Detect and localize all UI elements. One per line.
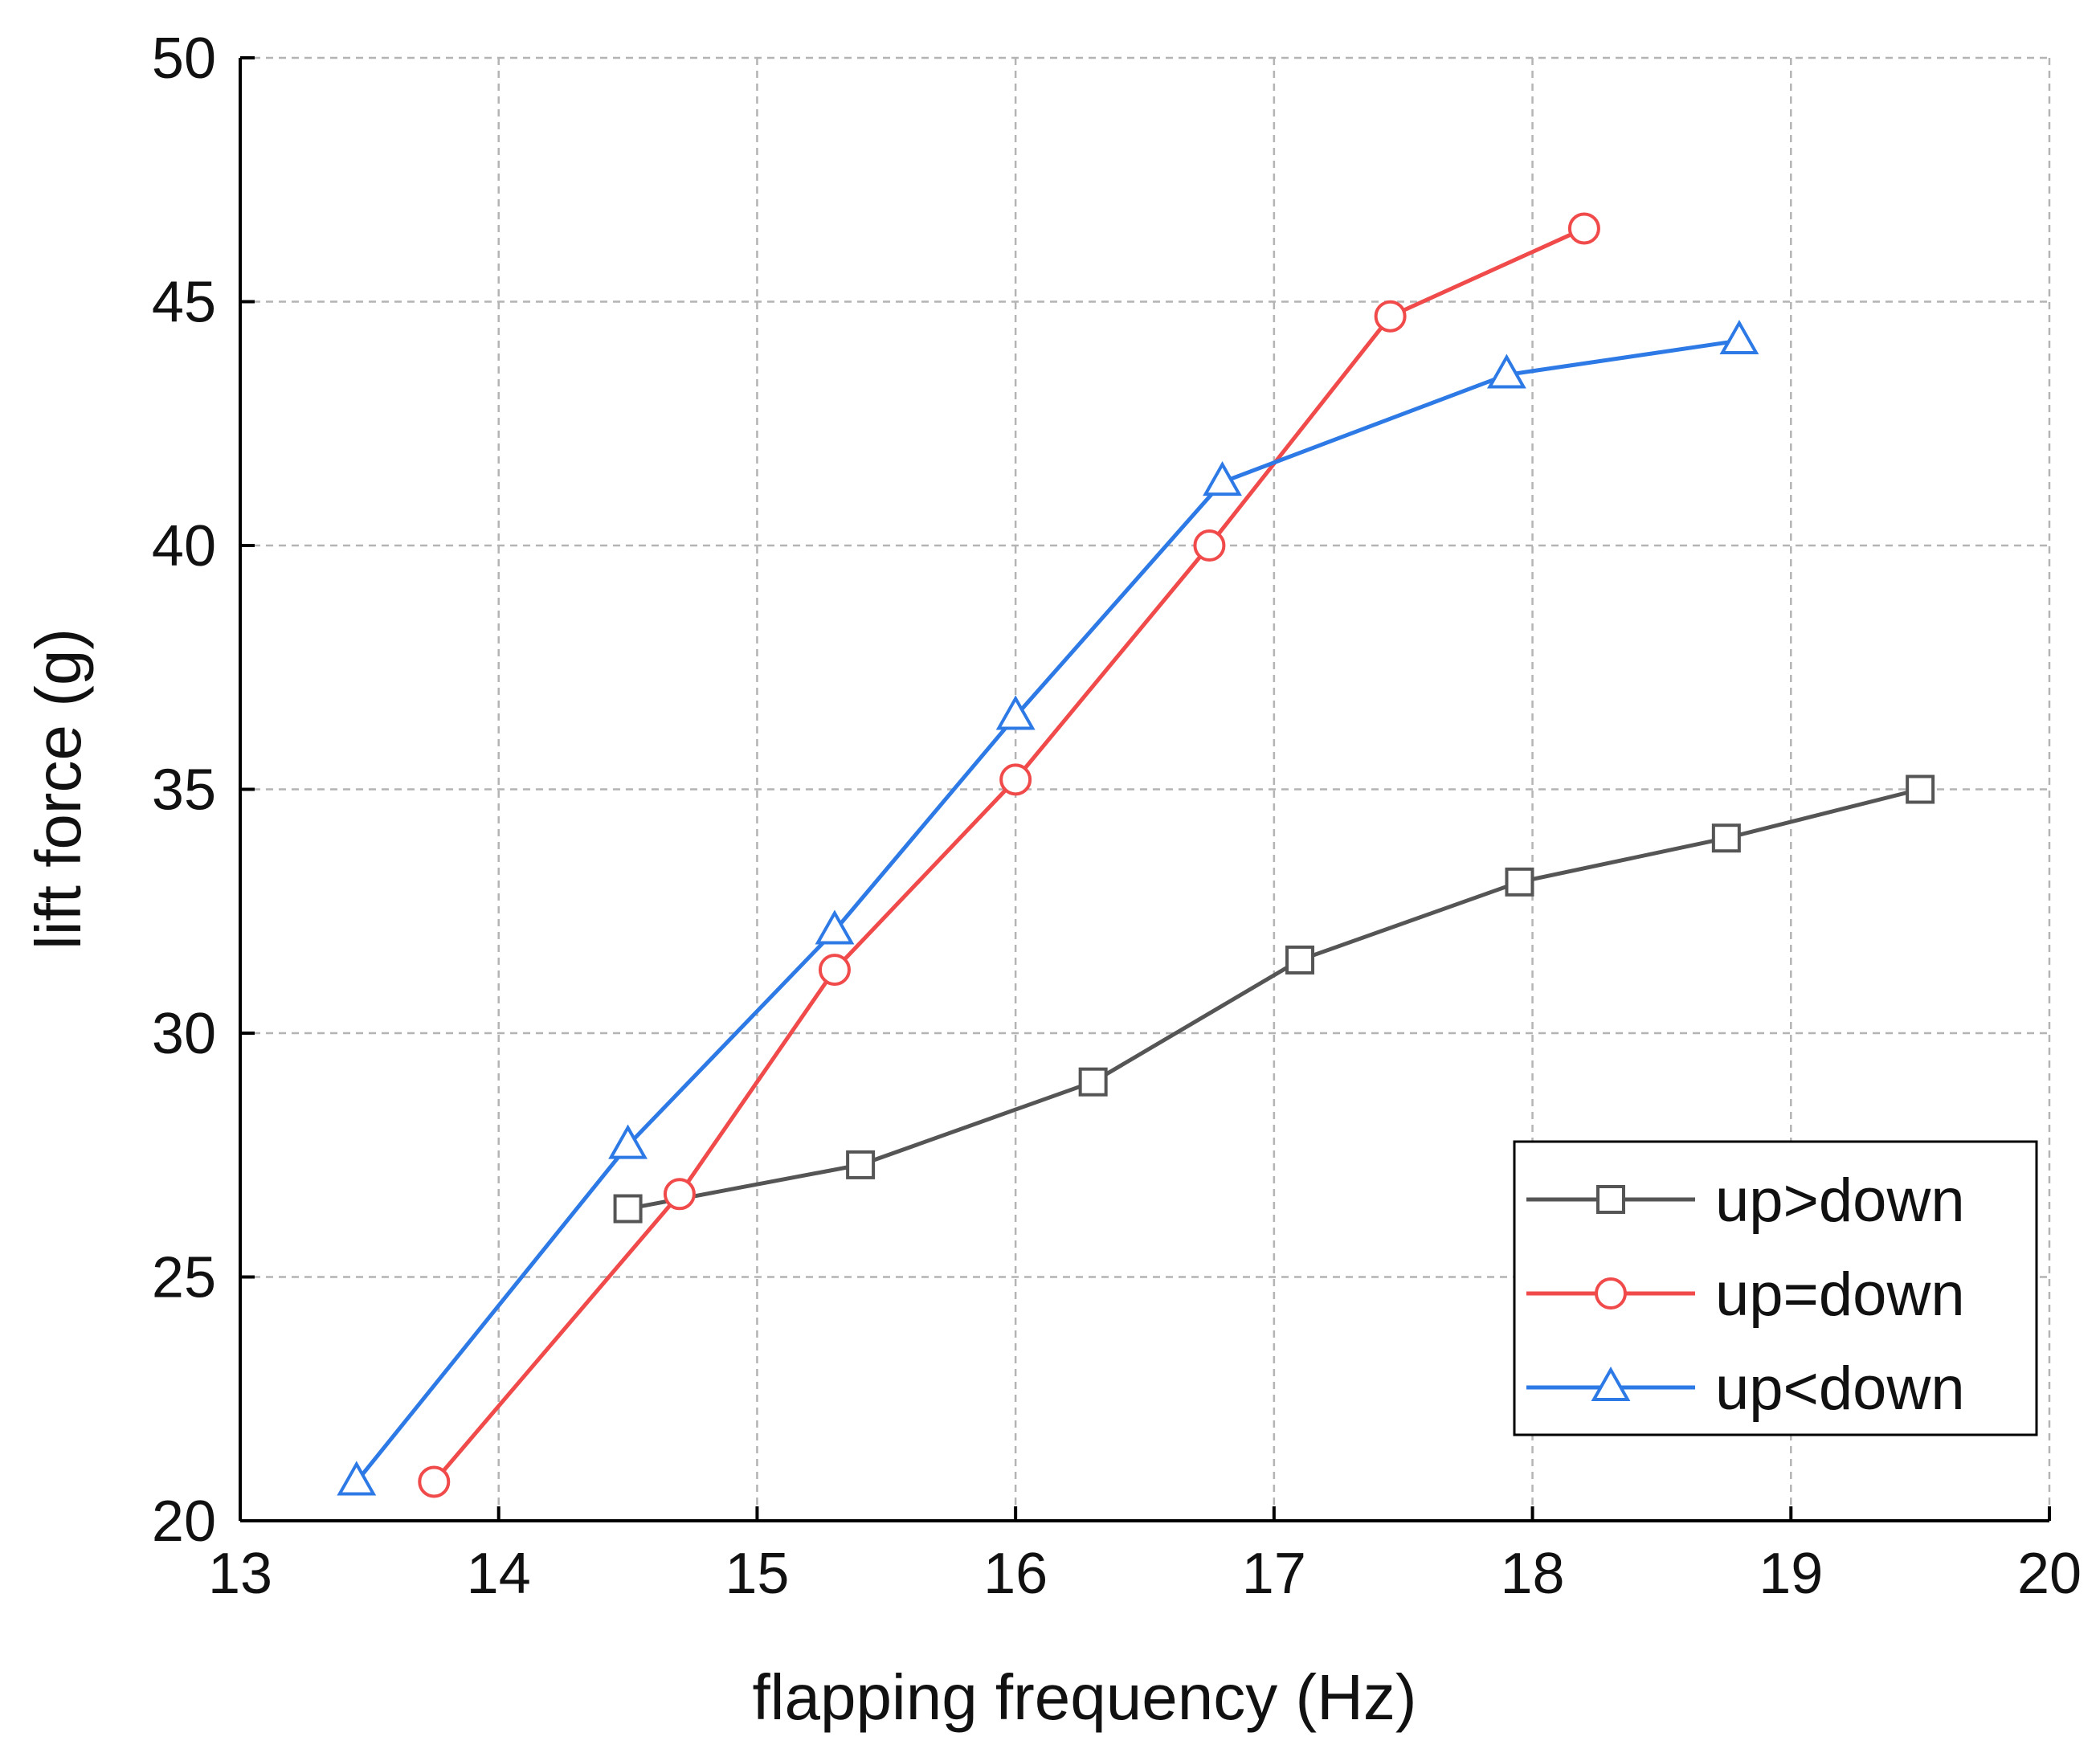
data-point-triangle [1486,353,1526,389]
y-axis-title: lift force (g) [22,628,94,950]
y-tick-label: 35 [152,758,216,823]
legend: up>down up=down up<down [1513,1140,2038,1436]
y-tick-label: 20 [152,1489,216,1554]
x-tick-label: 16 [983,1542,1048,1606]
x-tick-label: 20 [2017,1542,2082,1606]
data-point-circle [1567,212,1600,245]
legend-label: up<down [1715,1355,1965,1423]
data-point-triangle [1719,320,1759,355]
data-point-square [1505,867,1534,897]
x-tick-label: 14 [467,1542,531,1606]
data-point-square [1711,823,1741,853]
y-tick-label: 25 [152,1246,216,1310]
legend-marker-circle [1595,1277,1627,1310]
data-point-square [1078,1067,1108,1097]
data-point-square [1906,774,1935,804]
y-tick-label: 30 [152,1002,216,1066]
data-point-square [1285,945,1315,975]
x-tick-label: 13 [208,1542,272,1606]
legend-marker-triangle [1591,1366,1631,1401]
legend-label: up>down [1715,1167,1965,1235]
data-point-circle [418,1465,451,1498]
legend-marker-square [1596,1185,1625,1214]
data-point-square [846,1150,876,1179]
x-tick-label: 15 [725,1542,789,1606]
data-point-circle [999,763,1032,796]
data-point-triangle [337,1461,377,1496]
data-point-triangle [1203,461,1242,496]
ticks: 13 14 15 16 17 18 19 20 20 25 30 35 40 45 50 [152,27,2082,1606]
x-tick-label: 18 [1501,1542,1565,1606]
data-point-circle [1193,529,1226,562]
series-circle [418,212,1600,1498]
data-point-triangle [995,695,1036,730]
data-point-circle [663,1178,696,1211]
y-tick-label: 50 [152,27,216,91]
y-tick-label: 40 [152,514,216,578]
x-axis-title: flapping frequency (Hz) [752,1661,1416,1733]
x-tick-label: 19 [1759,1542,1823,1606]
data-point-square [613,1194,643,1224]
legend-label: up=down [1715,1261,1965,1329]
y-tick-label: 45 [152,271,216,335]
series-line [432,227,1585,1484]
series-triangle [337,320,1759,1496]
x-tick-label: 17 [1242,1542,1306,1606]
series [337,212,1935,1498]
data-point-triangle [815,909,855,945]
series-square [613,774,1935,1224]
data-point-circle [818,954,851,987]
data-point-circle [1374,300,1407,333]
data-point-triangle [608,1124,648,1159]
